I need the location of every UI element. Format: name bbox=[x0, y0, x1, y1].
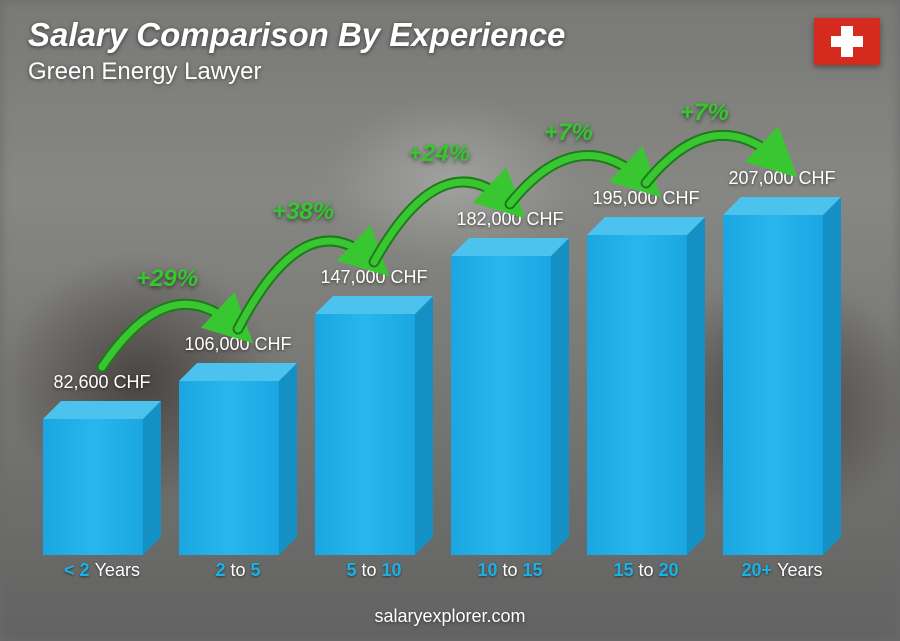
percent-increase-label: +24% bbox=[408, 140, 470, 168]
percent-increase-label: +7% bbox=[544, 119, 593, 147]
x-axis-label: 5 to 10 bbox=[315, 560, 433, 581]
bar-value-label: 147,000 CHF bbox=[304, 267, 444, 288]
bar-front bbox=[43, 419, 143, 555]
bar-value-label: 182,000 CHF bbox=[440, 209, 580, 230]
bar-top bbox=[587, 217, 705, 235]
bar-front bbox=[723, 215, 823, 555]
bar-value-label: 195,000 CHF bbox=[576, 188, 716, 209]
bar-side bbox=[415, 296, 433, 555]
bar-value-label: 207,000 CHF bbox=[712, 168, 852, 189]
bar-top bbox=[179, 363, 297, 381]
bar-value-label: 106,000 CHF bbox=[168, 334, 308, 355]
x-axis-label: 2 to 5 bbox=[179, 560, 297, 581]
bar-value-label: 82,600 CHF bbox=[32, 372, 172, 393]
page-title: Salary Comparison By Experience bbox=[28, 16, 565, 54]
bar-side bbox=[551, 238, 569, 555]
bar-side bbox=[687, 217, 705, 555]
bar-front bbox=[587, 235, 687, 555]
x-axis-label: < 2 Years bbox=[43, 560, 161, 581]
flag-icon bbox=[814, 18, 880, 65]
percent-increase-label: +29% bbox=[136, 265, 198, 293]
bar-side bbox=[279, 363, 297, 555]
page-subtitle: Green Energy Lawyer bbox=[28, 58, 261, 86]
bar-top bbox=[43, 401, 161, 419]
x-axis-label: 15 to 20 bbox=[587, 560, 705, 581]
bar-side bbox=[823, 197, 841, 555]
bar-front bbox=[315, 314, 415, 555]
x-axis-label: 20+ Years bbox=[723, 560, 841, 581]
bar-side bbox=[143, 401, 161, 555]
bar-top bbox=[723, 197, 841, 215]
percent-increase-label: +7% bbox=[680, 99, 729, 127]
bar-front bbox=[179, 381, 279, 555]
bar-front bbox=[451, 256, 551, 555]
bar-top bbox=[315, 296, 433, 314]
footer-attribution: salaryexplorer.com bbox=[0, 606, 900, 627]
percent-increase-label: +38% bbox=[272, 198, 334, 226]
bar-top bbox=[451, 238, 569, 256]
salary-bar-chart: < 2 Years 82,600 CHF 2 to 5 106,000 CHF 5 to… bbox=[34, 110, 850, 581]
x-axis-label: 10 to 15 bbox=[451, 560, 569, 581]
